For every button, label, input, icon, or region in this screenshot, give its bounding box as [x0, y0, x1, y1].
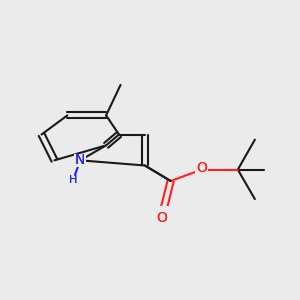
Text: O: O	[156, 211, 167, 225]
Bar	[74, 154, 86, 167]
Text: N: N	[75, 153, 86, 167]
Text: O: O	[196, 160, 207, 175]
Text: N: N	[75, 153, 86, 167]
Text: H: H	[69, 175, 77, 185]
Bar	[196, 164, 208, 176]
Text: O: O	[196, 160, 207, 175]
Bar	[157, 206, 169, 218]
Text: H: H	[69, 175, 77, 185]
Text: O: O	[156, 211, 167, 225]
